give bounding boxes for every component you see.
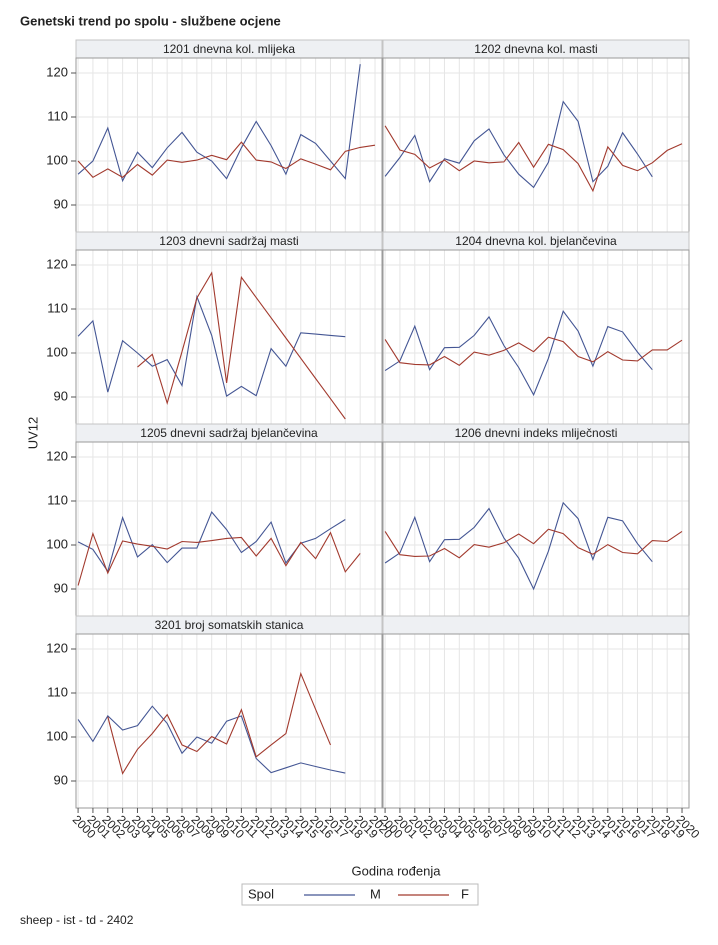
series-line [77, 531, 361, 586]
y-axis-label: UV12 [25, 417, 40, 450]
series-line [77, 141, 376, 178]
panel-title: 1205 dnevni sadržaj bjelančevina [140, 426, 318, 440]
panel-title: 1202 dnevna kol. masti [474, 42, 597, 56]
x-axis-label: Godina rođenja [352, 863, 442, 878]
y-tick-label: 100 [46, 344, 68, 359]
footnote: sheep - ist - td - 2402 [20, 913, 134, 927]
panel-title: 3201 broj somatskih stanica [155, 618, 304, 632]
series-line [384, 100, 653, 189]
y-tick-label: 90 [54, 772, 68, 787]
series-line [384, 501, 653, 591]
panel-frame [75, 633, 383, 809]
y-tick-label: 100 [46, 152, 68, 167]
y-tick-label: 110 [47, 492, 68, 507]
series-line [384, 528, 683, 559]
y-tick-label: 120 [46, 64, 68, 79]
y-tick-label: 120 [46, 256, 68, 271]
series-line [77, 705, 346, 774]
legend-box [241, 883, 479, 906]
legend-title: Spol [248, 886, 274, 901]
y-tick-label: 90 [54, 580, 68, 595]
y-tick-label: 110 [47, 684, 68, 699]
chart-title: Genetski trend po spolu - službene ocjen… [20, 13, 281, 28]
y-tick-label: 120 [46, 640, 68, 655]
series-line [384, 336, 683, 366]
y-tick-label: 110 [47, 300, 68, 315]
series-line [77, 294, 346, 397]
series-line [137, 271, 346, 420]
series-line [77, 64, 361, 183]
panel-frame [382, 633, 690, 809]
series-line [107, 671, 332, 775]
legend-label: M [370, 886, 381, 901]
series-line [384, 310, 653, 397]
panel-title: 1206 dnevni indeks mliječnosti [455, 426, 618, 440]
panel-header [382, 615, 690, 635]
legend-label: F [461, 886, 469, 901]
y-tick-label: 100 [46, 536, 68, 551]
y-tick-label: 110 [47, 108, 68, 123]
panel-title: 1201 dnevna kol. mlijeka [163, 42, 295, 56]
panel-title: 1204 dnevna kol. bjelančevina [455, 234, 617, 248]
panel-title: 1203 dnevni sadržaj masti [159, 234, 298, 248]
y-tick-label: 90 [54, 196, 68, 211]
y-tick-label: 100 [46, 728, 68, 743]
series-line [384, 125, 683, 193]
y-tick-label: 90 [54, 388, 68, 403]
y-tick-label: 120 [46, 448, 68, 463]
